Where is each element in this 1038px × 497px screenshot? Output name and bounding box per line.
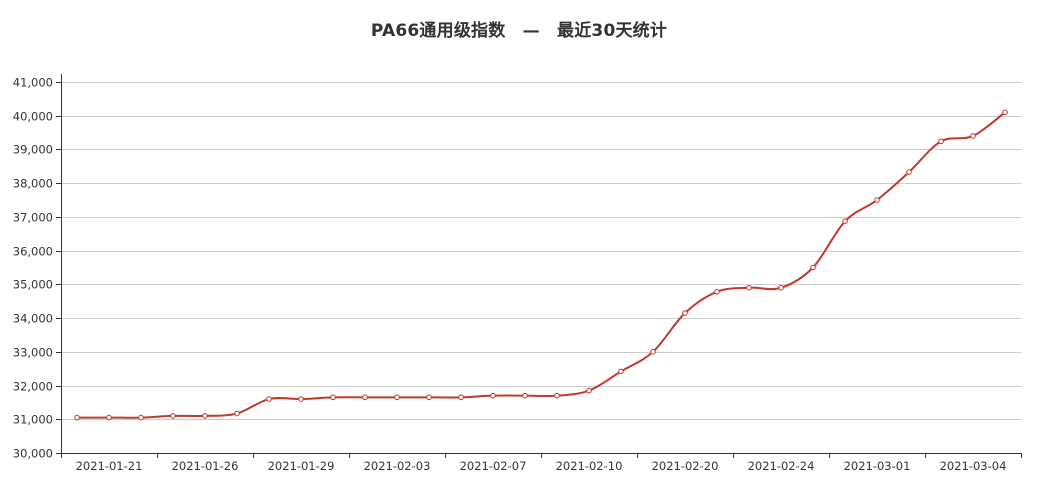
x-tick-label: 2021-02-24 [748, 459, 815, 473]
data-point[interactable] [554, 392, 560, 399]
x-tick-label: 2021-01-29 [268, 459, 335, 473]
x-tick-label: 2021-03-01 [844, 459, 911, 473]
y-tick-label: 38,000 [13, 177, 53, 191]
data-point[interactable] [202, 413, 208, 419]
data-point[interactable] [618, 368, 624, 375]
x-tick-label: 2021-02-07 [460, 459, 527, 473]
data-point[interactable] [874, 197, 880, 203]
data-point[interactable] [106, 414, 112, 421]
data-point[interactable] [1002, 109, 1008, 116]
axes [56, 74, 1022, 458]
x-tick-label: 2021-02-20 [652, 459, 719, 473]
data-point[interactable] [298, 396, 304, 402]
data-point[interactable] [810, 264, 816, 271]
data-point[interactable] [682, 310, 688, 316]
data-point[interactable] [650, 349, 656, 355]
y-tick-label: 37,000 [13, 211, 53, 225]
x-tick-label: 2021-01-21 [76, 459, 143, 473]
y-tick-label: 39,000 [13, 143, 53, 157]
x-tick-label: 2021-02-03 [364, 459, 431, 473]
series-layer [77, 111, 1006, 419]
x-axis-ticks: 2021-01-21 2021-01-26 2021-01-29 2021-02-03… [76, 459, 1007, 473]
data-point[interactable] [394, 394, 400, 401]
y-tick-label: 31,000 [13, 413, 53, 427]
y-tick-label: 36,000 [13, 245, 53, 259]
x-tick-label: 2021-03-04 [940, 459, 1007, 473]
data-point[interactable] [778, 284, 784, 291]
data-point[interactable] [522, 392, 528, 399]
data-points [74, 109, 1008, 421]
data-point[interactable] [842, 218, 848, 225]
y-tick-label: 41,000 [13, 76, 53, 90]
data-point[interactable] [490, 392, 496, 399]
x-tick-label: 2021-01-26 [172, 459, 239, 473]
data-point[interactable] [714, 288, 720, 295]
data-point[interactable] [970, 133, 976, 139]
data-point[interactable] [138, 414, 144, 421]
y-tick-label: 32,000 [13, 380, 53, 394]
series-line [77, 111, 1006, 419]
chart-title: PA66通用级指数 — 最近30天统计 [370, 21, 668, 41]
data-point[interactable] [938, 138, 944, 145]
data-point[interactable] [746, 284, 752, 291]
data-point[interactable] [170, 413, 176, 419]
y-tick-label: 34,000 [13, 312, 53, 326]
y-tick-label: 40,000 [13, 110, 53, 124]
data-point[interactable] [266, 396, 272, 402]
data-point[interactable] [426, 394, 432, 401]
data-point[interactable] [586, 387, 592, 394]
data-point[interactable] [458, 394, 464, 401]
data-point[interactable] [234, 410, 240, 417]
y-tick-label: 33,000 [13, 346, 53, 360]
data-point[interactable] [330, 394, 336, 401]
x-tick-label: 2021-02-10 [556, 459, 623, 473]
data-point[interactable] [362, 394, 368, 401]
data-point[interactable] [74, 414, 80, 421]
y-tick-label: 30,000 [13, 447, 53, 461]
data-point[interactable] [906, 169, 912, 175]
gridlines [61, 82, 1021, 420]
y-axis-ticks: 30,000 31,000 32,000 33,000 34,000 35,000 36,0… [13, 76, 53, 461]
y-tick-label: 35,000 [13, 278, 53, 292]
